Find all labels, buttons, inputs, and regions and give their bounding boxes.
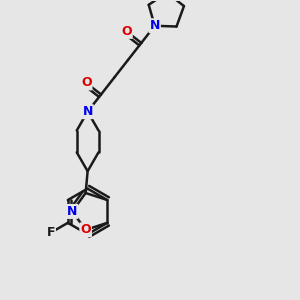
Text: O: O — [81, 76, 92, 89]
Text: F: F — [46, 226, 55, 239]
Text: N: N — [82, 105, 93, 118]
Text: N: N — [149, 19, 160, 32]
Text: O: O — [121, 25, 132, 38]
Text: O: O — [80, 224, 91, 236]
Text: N: N — [67, 205, 77, 218]
